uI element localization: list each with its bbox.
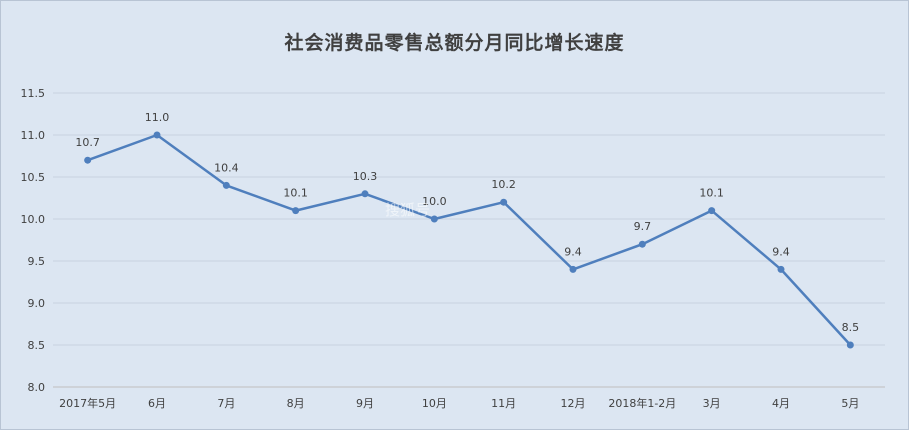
y-tick-label: 11.5 xyxy=(21,87,46,100)
data-point xyxy=(846,341,854,349)
data-label: 10.0 xyxy=(422,195,447,208)
data-label: 10.7 xyxy=(75,136,100,149)
data-label: 8.5 xyxy=(842,321,860,334)
data-point xyxy=(777,265,785,273)
y-tick-label: 8.0 xyxy=(28,381,46,394)
y-tick-label: 11.0 xyxy=(21,129,46,142)
data-point xyxy=(500,198,508,206)
y-tick-label: 10.5 xyxy=(21,171,46,184)
x-tick-label: 7月 xyxy=(217,397,235,410)
data-label: 9.4 xyxy=(564,245,582,258)
x-tick-label: 10月 xyxy=(422,397,447,410)
data-label: 10.1 xyxy=(699,187,724,200)
x-tick-label: 11月 xyxy=(491,397,516,410)
data-point xyxy=(222,181,230,189)
x-tick-label: 3月 xyxy=(703,397,721,410)
x-tick-label: 2017年5月 xyxy=(59,396,116,410)
data-point xyxy=(153,131,161,139)
x-tick-label: 12月 xyxy=(561,397,586,410)
series-line xyxy=(87,133,852,346)
y-tick-label: 10.0 xyxy=(21,213,46,226)
data-label: 10.2 xyxy=(491,178,516,191)
data-label: 9.4 xyxy=(772,245,790,258)
y-tick-label: 9.0 xyxy=(28,297,46,310)
watermark: 搜狐号 xyxy=(385,201,431,219)
data-label: 10.4 xyxy=(214,161,239,174)
chart-title: 社会消费品零售总额分月同比增长速度 xyxy=(284,32,625,54)
data-label: 9.7 xyxy=(634,220,652,233)
x-tick-label: 6月 xyxy=(148,397,166,410)
data-point xyxy=(638,240,646,248)
data-point xyxy=(84,156,92,164)
data-point xyxy=(569,265,577,273)
x-tick-label: 5月 xyxy=(841,397,859,410)
x-tick-label: 8月 xyxy=(287,397,305,410)
x-tick-label: 4月 xyxy=(772,397,790,410)
data-label: 11.0 xyxy=(145,111,170,124)
y-tick-label: 8.5 xyxy=(28,339,46,352)
data-point xyxy=(292,207,300,215)
data-point xyxy=(708,207,716,215)
x-tick-label: 2018年1-2月 xyxy=(608,396,676,410)
x-tick-label: 9月 xyxy=(356,397,374,410)
y-tick-label: 9.5 xyxy=(28,255,46,268)
data-label: 10.3 xyxy=(353,170,378,183)
data-point xyxy=(361,190,369,198)
data-label: 10.1 xyxy=(283,187,308,200)
data-point xyxy=(430,215,438,223)
